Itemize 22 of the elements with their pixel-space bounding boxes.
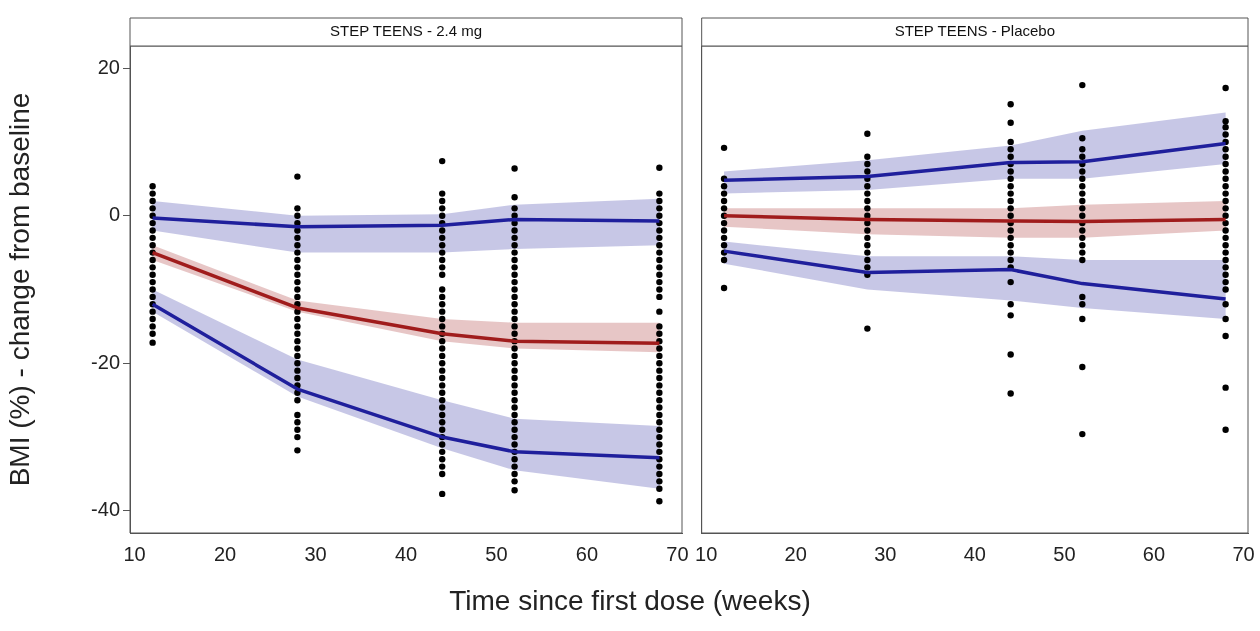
x-tick-label: 10 (123, 542, 146, 565)
y-tick-label: -40 (91, 498, 120, 521)
x-tick-label: 50 (485, 542, 508, 565)
x-tick-label: 30 (304, 542, 327, 565)
x-tick-label: 10 (695, 542, 718, 565)
y-axis-title: BMI (%) - change from baseline (3, 92, 35, 487)
x-axis-title: Time since first dose (weeks) (448, 585, 812, 617)
x-tick-label: 50 (1053, 542, 1076, 565)
x-tick-label: 30 (874, 542, 897, 565)
x-tick-label: 20 (213, 542, 237, 565)
x-tick-label: 40 (394, 542, 418, 565)
x-tick-label: 60 (1142, 542, 1166, 565)
y-tick-label: 20 (97, 55, 120, 78)
x-tick-label: 60 (575, 542, 599, 565)
x-tick-label: 20 (784, 542, 807, 565)
y-tick-label: -20 (91, 350, 120, 373)
y-tick-label: 0 (108, 203, 120, 226)
x-tick-label: 40 (963, 542, 986, 565)
x-tick-label: 70 (1232, 542, 1255, 565)
chart-title: STEP TEENS - 2.4 mg (330, 22, 482, 40)
chart-title: STEP TEENS - Placebo (894, 22, 1056, 40)
x-tick-label: 70 (666, 542, 689, 565)
